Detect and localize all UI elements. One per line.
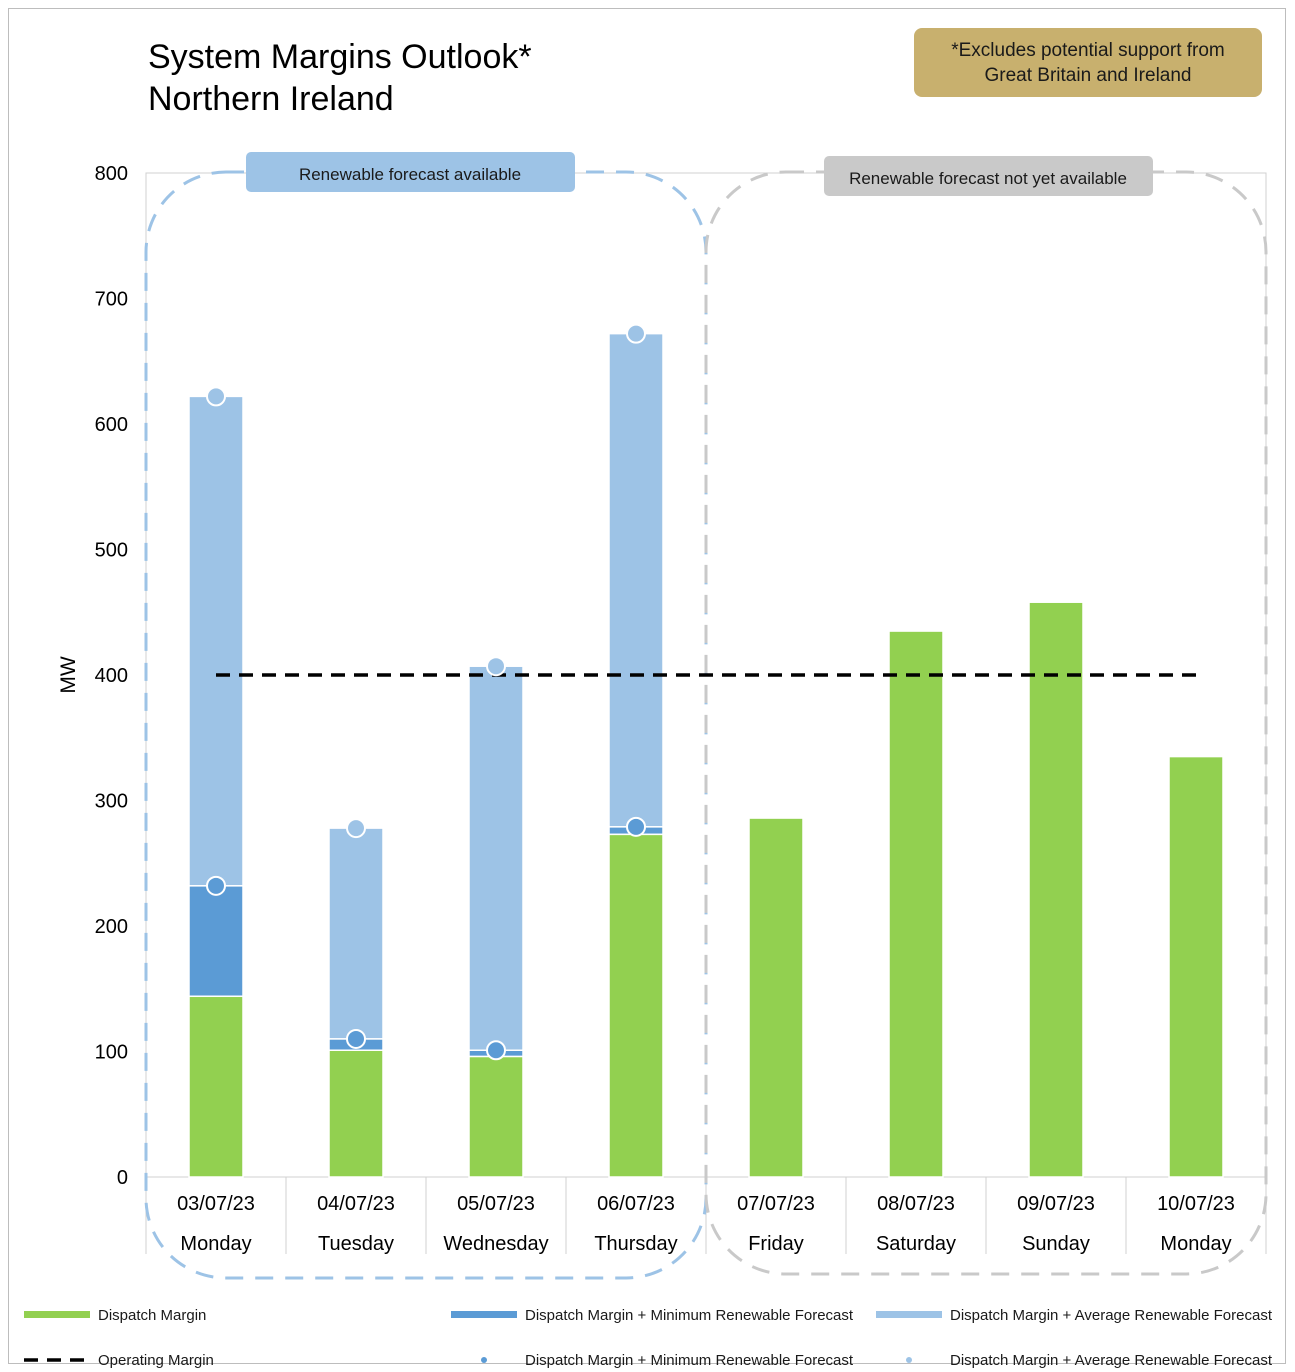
bar-minimum-0	[188, 885, 244, 998]
x-tick-day-7: Monday	[1160, 1233, 1231, 1255]
title-line-1: System Margins Outlook*	[148, 38, 532, 76]
x-tick-day-4: Friday	[748, 1233, 804, 1255]
note-line-1: *Excludes potential support from	[951, 39, 1225, 61]
bar-average-0	[188, 395, 244, 887]
bar-average-2	[468, 665, 524, 1051]
region-available-label-box	[246, 152, 575, 192]
title-line-2: Northern Ireland	[148, 80, 394, 118]
legend-label-average: Dispatch Margin + Average Renewable Fore…	[950, 1307, 1273, 1324]
marker-average-3	[626, 323, 646, 344]
bar-dispatch-1	[328, 1049, 384, 1178]
region-not-available-outline	[704, 170, 1268, 1276]
chart-title: System Margins Outlook* Northern Ireland	[148, 36, 532, 120]
x-tick-date-7: 10/07/23	[1157, 1193, 1235, 1215]
legend-label-minimum-marker: Dispatch Margin + Minimum Renewable Fore…	[525, 1352, 854, 1369]
y-tick-label-800: 800	[95, 163, 128, 185]
bar-dispatch-5	[888, 630, 944, 1178]
bar-dispatch-2	[468, 1055, 524, 1178]
x-tick-date-5: 08/07/23	[877, 1193, 955, 1215]
legend-swatch-dispatch	[24, 1311, 90, 1318]
legend-label-dispatch: Dispatch Margin	[98, 1307, 206, 1324]
marker-minimum-3	[626, 816, 646, 837]
legend-label-minimum: Dispatch Margin + Minimum Renewable Fore…	[525, 1307, 854, 1324]
bar-dispatch-4	[748, 817, 804, 1178]
marker-minimum-1	[346, 1028, 366, 1049]
y-tick-label-400: 400	[95, 665, 128, 687]
legend-marker-average	[906, 1357, 912, 1363]
bar-dispatch-6	[1028, 601, 1084, 1178]
y-tick-label-0: 0	[117, 1167, 128, 1189]
legend-swatch-average	[876, 1311, 942, 1318]
x-tick-date-1: 04/07/23	[317, 1193, 395, 1215]
y-tick-label-500: 500	[95, 540, 128, 562]
legend-marker-minimum	[481, 1357, 487, 1363]
y-axis-label: MW	[57, 656, 80, 693]
x-tick-date-0: 03/07/23	[177, 1193, 255, 1215]
x-tick-day-3: Thursday	[594, 1233, 677, 1255]
marker-minimum-0	[206, 875, 226, 896]
region-not-available-label: Renewable forecast not yet available	[849, 169, 1127, 188]
marker-average-1	[346, 818, 366, 839]
marker-average-2	[486, 656, 506, 677]
legend-label-average-marker: Dispatch Margin + Average Renewable Fore…	[950, 1352, 1273, 1369]
x-tick-date-4: 07/07/23	[737, 1193, 815, 1215]
x-tick-day-5: Saturday	[876, 1233, 956, 1255]
x-tick-day-2: Wednesday	[443, 1233, 548, 1255]
region-not-available-label-box	[824, 156, 1153, 196]
x-tick-date-3: 06/07/23	[597, 1193, 675, 1215]
x-tick-day-6: Sunday	[1022, 1233, 1090, 1255]
legend-label-operating: Operating Margin	[98, 1352, 214, 1369]
x-tick-date-2: 05/07/23	[457, 1193, 535, 1215]
y-tick-label-700: 700	[95, 289, 128, 311]
y-tick-label-200: 200	[95, 916, 128, 938]
bar-average-3	[608, 332, 664, 828]
x-tick-day-0: Monday	[180, 1233, 251, 1255]
y-tick-label-100: 100	[95, 1042, 128, 1064]
legend-swatch-minimum	[451, 1311, 517, 1318]
marker-minimum-2	[486, 1040, 506, 1061]
bar-dispatch-0	[188, 995, 244, 1178]
x-tick-day-1: Tuesday	[318, 1233, 394, 1255]
region-available-label: Renewable forecast available	[299, 165, 521, 184]
bar-dispatch-7	[1168, 755, 1224, 1178]
x-tick-date-6: 09/07/23	[1017, 1193, 1095, 1215]
bar-dispatch-3	[608, 833, 664, 1178]
y-tick-label-600: 600	[95, 414, 128, 436]
note-box: *Excludes potential support from Great B…	[914, 28, 1262, 97]
marker-average-0	[206, 386, 226, 407]
bar-average-1	[328, 827, 384, 1040]
y-tick-label-300: 300	[95, 791, 128, 813]
note-line-2: Great Britain and Ireland	[984, 64, 1192, 86]
